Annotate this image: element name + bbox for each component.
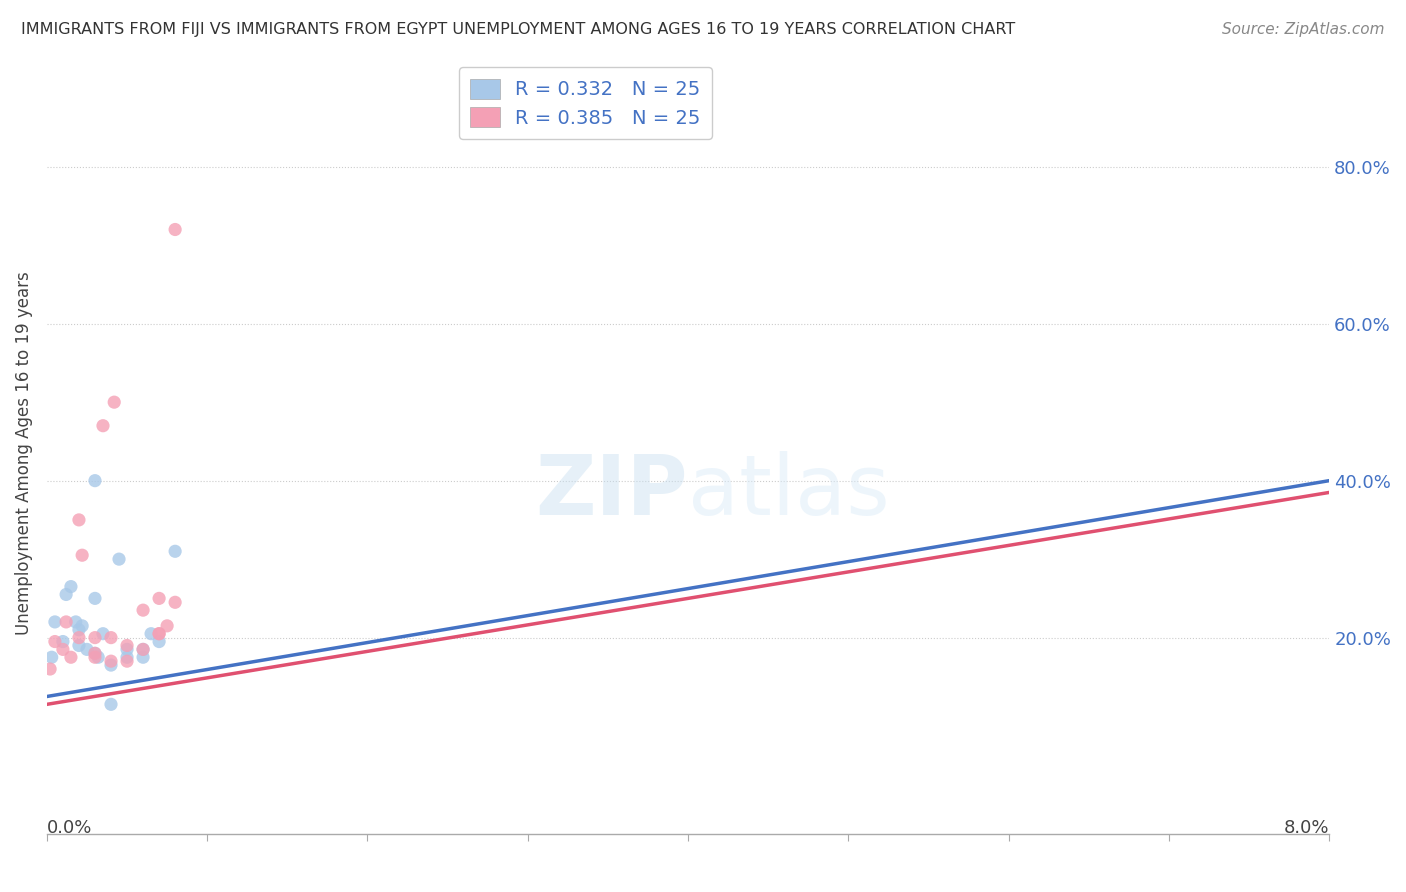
Point <box>91 626 114 640</box>
Point <box>59 650 82 665</box>
Text: 0.0%: 0.0% <box>46 820 93 838</box>
Point <box>103 395 125 409</box>
Point <box>65 615 87 629</box>
Point <box>67 631 90 645</box>
Point <box>52 634 75 648</box>
Legend: R = 0.332   N = 25, R = 0.385   N = 25: R = 0.332 N = 25, R = 0.385 N = 25 <box>458 67 713 139</box>
Point <box>148 626 170 640</box>
Point <box>44 615 66 629</box>
Point <box>165 544 187 558</box>
Point <box>156 619 179 633</box>
Text: atlas: atlas <box>688 450 890 532</box>
Point <box>115 642 138 657</box>
Text: Source: ZipAtlas.com: Source: ZipAtlas.com <box>1222 22 1385 37</box>
Point <box>59 580 82 594</box>
Point <box>44 634 66 648</box>
Point <box>100 631 122 645</box>
Point <box>91 418 114 433</box>
Point <box>52 642 75 657</box>
Point <box>132 642 155 657</box>
Point <box>84 591 107 606</box>
Point <box>67 513 90 527</box>
Point <box>84 650 107 665</box>
Text: IMMIGRANTS FROM FIJI VS IMMIGRANTS FROM EGYPT UNEMPLOYMENT AMONG AGES 16 TO 19 Y: IMMIGRANTS FROM FIJI VS IMMIGRANTS FROM … <box>21 22 1015 37</box>
Point <box>84 646 107 660</box>
Point <box>70 619 93 633</box>
Point <box>115 639 138 653</box>
Point <box>76 642 98 657</box>
Point <box>87 650 110 665</box>
Point <box>148 634 170 648</box>
Point <box>39 662 62 676</box>
Point <box>148 626 170 640</box>
Point <box>115 650 138 665</box>
Point <box>115 654 138 668</box>
Point <box>100 698 122 712</box>
Point <box>67 623 90 637</box>
Point <box>84 631 107 645</box>
Text: 8.0%: 8.0% <box>1284 820 1329 838</box>
Point <box>165 595 187 609</box>
Text: ZIP: ZIP <box>536 450 688 532</box>
Point <box>84 474 107 488</box>
Point <box>84 646 107 660</box>
Point <box>108 552 131 566</box>
Point <box>55 587 77 601</box>
Point <box>132 650 155 665</box>
Point <box>139 626 162 640</box>
Point <box>55 615 77 629</box>
Point <box>132 603 155 617</box>
Y-axis label: Unemployment Among Ages 16 to 19 years: Unemployment Among Ages 16 to 19 years <box>15 271 32 635</box>
Point <box>70 548 93 562</box>
Point <box>132 642 155 657</box>
Point <box>148 591 170 606</box>
Point <box>165 222 187 236</box>
Point <box>41 650 63 665</box>
Point <box>67 639 90 653</box>
Point <box>100 658 122 673</box>
Point <box>100 654 122 668</box>
